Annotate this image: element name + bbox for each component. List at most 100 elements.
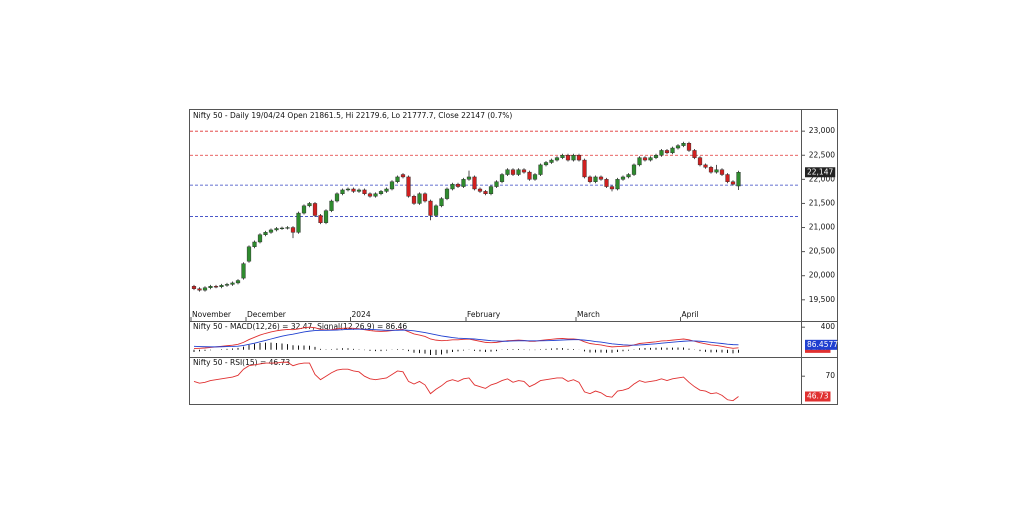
y-tick-label: 21,500 xyxy=(809,198,835,207)
candle-body xyxy=(285,227,290,229)
candle-body xyxy=(235,280,241,284)
candle-body xyxy=(384,188,389,192)
candle-body xyxy=(593,176,598,182)
candle-body xyxy=(648,157,653,161)
candle-body xyxy=(422,193,428,202)
candle-body xyxy=(692,150,697,158)
y-tick-label: 20,000 xyxy=(809,271,835,280)
candle-body xyxy=(323,210,329,223)
candle-body xyxy=(279,227,285,230)
y-tick-label: 19,500 xyxy=(809,295,835,304)
x-tick-label: April xyxy=(682,310,699,319)
candle-body xyxy=(450,183,455,190)
last-value-label: 86.4577 xyxy=(807,340,838,349)
indicator-line xyxy=(193,326,739,350)
candle-body xyxy=(428,200,433,216)
candle-body xyxy=(543,162,549,166)
candle-body xyxy=(252,241,257,247)
candle-body xyxy=(637,157,642,166)
candle-body xyxy=(736,172,741,187)
candle-body xyxy=(681,143,686,146)
candle-body xyxy=(659,150,664,156)
candle-body xyxy=(620,176,626,180)
candle-body xyxy=(334,193,340,202)
chart-frame xyxy=(189,109,838,405)
candle-body xyxy=(560,155,565,158)
candle-body xyxy=(466,176,472,180)
last-value-box xyxy=(805,167,836,178)
candle-body xyxy=(587,176,593,182)
candle-body xyxy=(714,169,719,173)
y-tick-label: 22,000 xyxy=(809,174,835,183)
candle-body xyxy=(505,169,510,175)
candle-body xyxy=(510,169,516,175)
candle-body xyxy=(488,186,494,194)
candle-body xyxy=(686,143,692,151)
candle-body xyxy=(329,200,334,211)
x-tick-label: February xyxy=(467,310,501,319)
candle-body xyxy=(675,145,681,149)
candle-body xyxy=(532,174,538,180)
candle-body xyxy=(378,191,384,195)
candle-body xyxy=(202,287,208,291)
x-tick-label: November xyxy=(192,310,232,319)
y-tick-label: 400 xyxy=(821,322,836,331)
chart-title: Nifty 50 - RSI(15) = 46.73 xyxy=(193,358,290,367)
candle-body xyxy=(224,284,230,286)
x-tick-label: March xyxy=(577,310,600,319)
candle-body xyxy=(604,179,609,187)
y-tick-label: 20,500 xyxy=(809,247,835,256)
candle-body xyxy=(208,286,213,288)
candle-body xyxy=(439,198,444,207)
candle-body xyxy=(626,174,631,178)
candle-body xyxy=(268,229,274,233)
candle-body xyxy=(197,288,202,291)
candle-body xyxy=(444,188,450,199)
candle-body xyxy=(708,167,714,173)
candle-body xyxy=(241,263,246,279)
candle-body xyxy=(703,164,708,168)
candle-body xyxy=(362,189,367,194)
candle-body xyxy=(472,176,477,190)
candle-body xyxy=(257,234,263,243)
x-tick-label: 2024 xyxy=(352,310,371,319)
x-tick-label: December xyxy=(247,310,287,319)
candle-body xyxy=(576,155,582,161)
candle-body xyxy=(406,176,411,197)
candle-body xyxy=(340,189,345,194)
y-tick-label: 22,500 xyxy=(809,150,835,159)
candle-body xyxy=(549,159,554,163)
candle-body xyxy=(521,169,527,173)
y-tick-label: 23,000 xyxy=(809,126,835,135)
candle-body xyxy=(516,169,521,175)
candle-body xyxy=(477,188,483,192)
candle-body xyxy=(213,286,219,288)
candle-body xyxy=(494,181,499,187)
candle-body xyxy=(571,155,576,161)
candle-body xyxy=(719,169,725,175)
candle-body xyxy=(527,171,532,180)
chart-title: Nifty 50 - Daily 19/04/24 Open 21861.5, … xyxy=(193,111,512,120)
candle-body xyxy=(395,176,400,182)
candle-body xyxy=(631,164,637,175)
candle-body xyxy=(263,232,268,235)
candle-body xyxy=(554,157,560,161)
candle-body xyxy=(609,186,615,190)
candle-body xyxy=(670,147,675,154)
candle-body xyxy=(351,188,356,192)
candle-body xyxy=(191,286,197,289)
candle-body xyxy=(312,203,318,216)
candle-body xyxy=(389,181,395,190)
candle-body xyxy=(455,183,461,187)
candle-body xyxy=(664,150,670,154)
candle-body xyxy=(373,193,378,197)
candle-body xyxy=(565,155,571,161)
indicator-line xyxy=(193,328,739,348)
last-value-label: 46.73 xyxy=(807,392,829,401)
candle-body xyxy=(598,176,604,180)
candle-body xyxy=(307,203,312,207)
chart-title: Nifty 50 - MACD(12,26) = 32.47, Signal(1… xyxy=(193,322,407,331)
candle-body xyxy=(417,193,422,204)
candle-body xyxy=(219,285,224,287)
last-value-box xyxy=(805,391,831,402)
